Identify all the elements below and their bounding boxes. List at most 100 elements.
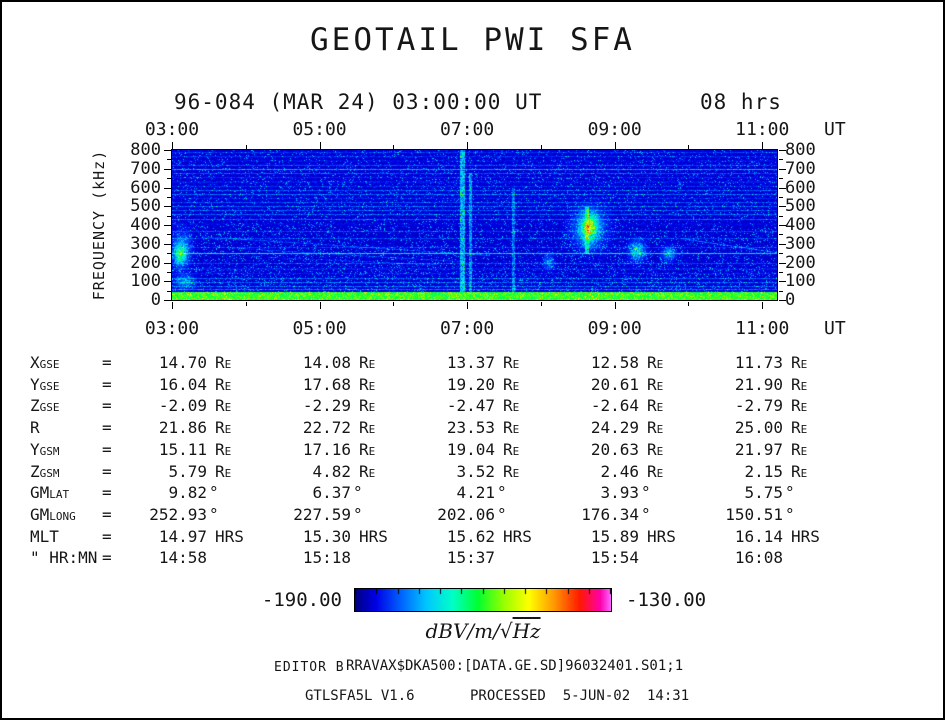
editor-label: EDITOR B: [274, 660, 345, 675]
freq-tick-label-left: 200: [130, 252, 161, 273]
ephemeris-unit: RE: [791, 461, 808, 481]
ephemeris-value: 252.93 °: [149, 504, 219, 524]
ephemeris-unit: RE: [215, 439, 232, 459]
freq-tick-label-right: 200: [785, 252, 816, 273]
tick-mark: [393, 302, 394, 306]
ephemeris-value: 19.20 RE: [446, 374, 520, 394]
ephemeris-value: 15:18: [302, 548, 351, 568]
ephemeris-value: 21.90 RE: [734, 374, 808, 394]
ephemeris-unit: RE: [359, 439, 376, 459]
time-tick-label-bottom: 09:00: [587, 318, 642, 339]
ephemeris-value: 150.51 °: [725, 504, 795, 524]
freq-tick-label-left: 0: [150, 290, 161, 310]
ephemeris-value: 15.30 HRS: [302, 526, 388, 546]
ephemeris-unit: HRS: [359, 526, 388, 546]
tick-mark: [541, 145, 542, 149]
time-tick-label-bottom: 05:00: [292, 318, 347, 339]
ephemeris-row: GMLONG = 252.93 ° 227.59 ° 202.06 ° 176.34 ° 150.5…: [2, 504, 943, 526]
ephemeris-unit: HRS: [791, 526, 820, 546]
ephemeris-value: 11.73 RE: [734, 353, 808, 372]
ephemeris-value: 20.63 RE: [590, 439, 664, 459]
ephemeris-value: 5.79 RE: [168, 461, 232, 481]
ephemeris-unit: °: [641, 483, 651, 503]
tick-mark: [762, 302, 763, 309]
ephemeris-unit: RE: [503, 396, 520, 416]
ephemeris-value: 15:54: [590, 548, 639, 568]
ephemeris-unit: HRS: [215, 526, 244, 546]
tick-mark: [393, 145, 394, 149]
tick-mark: [172, 302, 173, 309]
tick-mark: [467, 142, 468, 149]
tick-mark: [467, 302, 468, 309]
ephemeris-row-label: XGSE: [30, 353, 60, 372]
ephemeris-unit: RE: [503, 374, 520, 394]
ephemeris-unit: RE: [359, 396, 376, 416]
ephemeris-value: 15.62 HRS: [446, 526, 532, 546]
ephemeris-value: -2.29 RE: [302, 396, 376, 416]
date-start-label: 96-084 (MAR 24) 03:00:00 UT: [174, 90, 543, 114]
time-tick-label-bottom: 07:00: [440, 318, 495, 339]
time-axis-unit-top: UT: [824, 119, 846, 140]
processed-date-label: PROCESSED 5-JUN-02 14:31: [470, 688, 690, 704]
page-title: GEOTAIL PWI SFA: [310, 22, 635, 58]
ephemeris-unit: RE: [647, 396, 664, 416]
freq-tick-label-right: 400: [785, 215, 816, 235]
ephemeris-table: XGSE = 14.70 RE 14.08 RE 13.37 RE 12.58 RE 11.73 RE…: [2, 353, 943, 577]
tick-mark: [164, 281, 171, 282]
ephemeris-unit: RE: [215, 353, 232, 372]
ephemeris-value: 9.82 °: [168, 483, 219, 503]
tick-mark: [779, 272, 783, 273]
ephemeris-row: XGSE = 14.70 RE 14.08 RE 13.37 RE 12.58 RE 11.73 RE: [2, 353, 943, 374]
tick-mark: [164, 206, 171, 207]
ephemeris-unit: °: [785, 504, 795, 524]
tick-mark: [246, 145, 247, 149]
tick-mark: [615, 302, 616, 309]
ephemeris-unit: °: [353, 504, 363, 524]
ephemeris-value: -2.64 RE: [590, 396, 664, 416]
tick-mark: [246, 302, 247, 306]
colorbar-unit-label: dBV/m/√Hz: [354, 619, 612, 643]
ephemeris-unit: °: [785, 483, 795, 503]
time-tick-label-top: 11:00: [735, 119, 790, 140]
ephemeris-unit: RE: [503, 461, 520, 481]
ephemeris-unit: HRS: [503, 526, 532, 546]
ephemeris-unit: °: [641, 504, 651, 524]
tick-mark: [762, 142, 763, 149]
tick-mark: [779, 291, 783, 292]
tick-mark: [779, 225, 786, 226]
time-tick-label-top: 05:00: [292, 119, 347, 140]
ephemeris-row: YGSM = 15.11 RE 17.16 RE 19.04 RE 20.63 RE 21.97 RE: [2, 439, 943, 461]
spectrogram-canvas: [172, 150, 777, 300]
ephemeris-value: 3.93 °: [600, 483, 651, 503]
ephemeris-unit: RE: [215, 374, 232, 394]
ephemeris-value: 14.08 RE: [302, 353, 376, 372]
ephemeris-unit: °: [497, 504, 507, 524]
ephemeris-value: 4.21 °: [456, 483, 507, 503]
equals-sign: =: [102, 461, 112, 481]
tick-mark: [779, 159, 783, 160]
ephemeris-value: 16.14 HRS: [734, 526, 820, 546]
equals-sign: =: [102, 439, 112, 459]
tick-mark: [167, 197, 171, 198]
ephemeris-row-label: GMLAT: [30, 483, 70, 503]
ephemeris-row-label: " HR:MN: [30, 548, 98, 568]
ephemeris-value: 14:58: [158, 548, 207, 568]
ephemeris-value: 14.70 RE: [158, 353, 232, 372]
tick-mark: [779, 216, 783, 217]
tick-mark: [779, 206, 786, 207]
tick-mark: [615, 142, 616, 149]
ephemeris-row-label: YGSM: [30, 439, 60, 459]
tick-mark: [779, 150, 786, 151]
tick-mark: [164, 188, 171, 189]
ephemeris-unit: RE: [359, 461, 376, 481]
ephemeris-value: 2.46 RE: [600, 461, 664, 481]
ephemeris-row: ZGSE = -2.09 RE -2.29 RE -2.47 RE -2.64 RE -2.79 RE: [2, 396, 943, 417]
freq-tick-label-left: 400: [130, 215, 161, 235]
tick-mark: [779, 244, 786, 245]
tick-mark: [320, 302, 321, 309]
colorbar-min-label: -190.00: [261, 589, 342, 611]
ephemeris-value: 2.15 RE: [744, 461, 808, 481]
tick-mark: [779, 234, 783, 235]
ephemeris-value: -2.79 RE: [734, 396, 808, 416]
tick-mark: [167, 253, 171, 254]
